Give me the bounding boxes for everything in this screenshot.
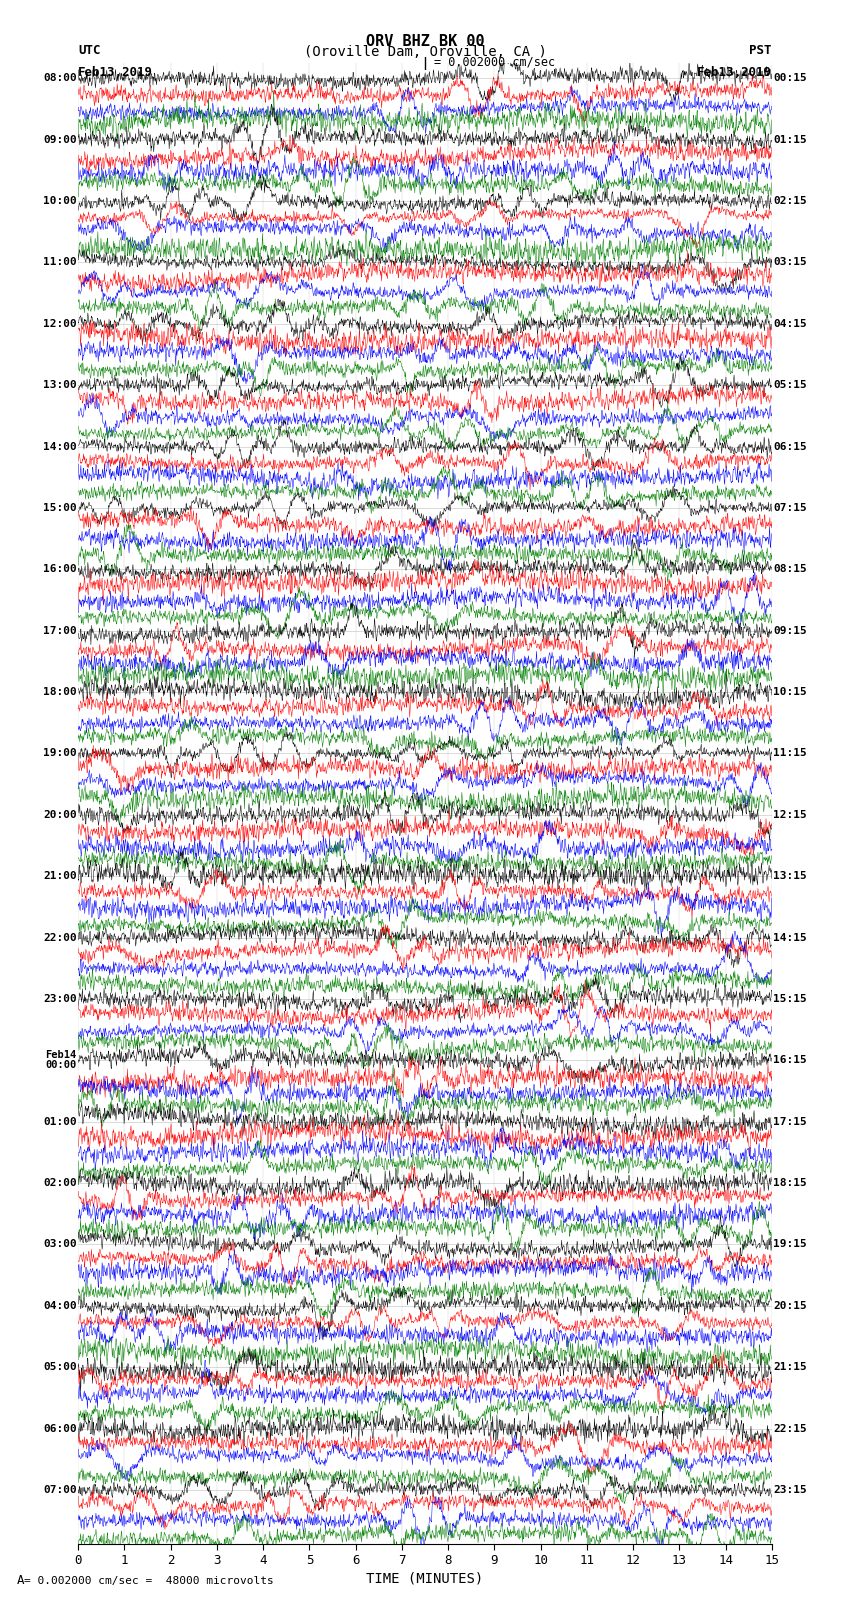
Text: 13:00: 13:00 [43, 381, 76, 390]
Text: 16:15: 16:15 [774, 1055, 807, 1065]
Text: A: A [17, 1574, 25, 1587]
Text: 01:15: 01:15 [774, 134, 807, 145]
Text: 09:00: 09:00 [43, 134, 76, 145]
Text: 22:00: 22:00 [43, 932, 76, 942]
Text: 22:15: 22:15 [774, 1424, 807, 1434]
Text: 18:00: 18:00 [43, 687, 76, 697]
Text: 16:00: 16:00 [43, 565, 76, 574]
Text: 00:15: 00:15 [774, 73, 807, 84]
Text: 14:15: 14:15 [774, 932, 807, 942]
Text: 19:15: 19:15 [774, 1239, 807, 1250]
Text: 04:00: 04:00 [43, 1300, 76, 1311]
Text: PST: PST [750, 44, 772, 58]
Text: 09:15: 09:15 [774, 626, 807, 636]
Text: 08:00: 08:00 [43, 73, 76, 84]
Text: 18:15: 18:15 [774, 1177, 807, 1189]
Text: 04:15: 04:15 [774, 319, 807, 329]
Text: = 0.002000 cm/sec: = 0.002000 cm/sec [434, 55, 554, 69]
Text: 12:00: 12:00 [43, 319, 76, 329]
Text: 20:00: 20:00 [43, 810, 76, 819]
Text: 20:15: 20:15 [774, 1300, 807, 1311]
Text: Feb14: Feb14 [46, 1050, 76, 1060]
Text: 06:15: 06:15 [774, 442, 807, 452]
Text: 23:15: 23:15 [774, 1486, 807, 1495]
Text: 12:15: 12:15 [774, 810, 807, 819]
Text: 02:15: 02:15 [774, 197, 807, 206]
Text: 23:00: 23:00 [43, 994, 76, 1003]
Text: 06:00: 06:00 [43, 1424, 76, 1434]
Text: UTC: UTC [78, 44, 100, 58]
Text: 14:00: 14:00 [43, 442, 76, 452]
X-axis label: TIME (MINUTES): TIME (MINUTES) [366, 1571, 484, 1586]
Text: 03:15: 03:15 [774, 258, 807, 268]
Text: 10:00: 10:00 [43, 197, 76, 206]
Text: 02:00: 02:00 [43, 1177, 76, 1189]
Text: Feb13,2019: Feb13,2019 [78, 66, 153, 79]
Text: 17:15: 17:15 [774, 1116, 807, 1126]
Text: 03:00: 03:00 [43, 1239, 76, 1250]
Text: 08:15: 08:15 [774, 565, 807, 574]
Text: 01:00: 01:00 [43, 1116, 76, 1126]
Text: 07:15: 07:15 [774, 503, 807, 513]
Text: 15:15: 15:15 [774, 994, 807, 1003]
Text: Feb13,2019: Feb13,2019 [697, 66, 772, 79]
Text: 21:15: 21:15 [774, 1363, 807, 1373]
Text: 15:00: 15:00 [43, 503, 76, 513]
Text: 05:00: 05:00 [43, 1363, 76, 1373]
Text: 19:00: 19:00 [43, 748, 76, 758]
Text: 00:00: 00:00 [46, 1060, 76, 1071]
Text: 10:15: 10:15 [774, 687, 807, 697]
Text: = 0.002000 cm/sec =  48000 microvolts: = 0.002000 cm/sec = 48000 microvolts [24, 1576, 274, 1586]
Text: 17:00: 17:00 [43, 626, 76, 636]
Text: 05:15: 05:15 [774, 381, 807, 390]
Text: 21:00: 21:00 [43, 871, 76, 881]
Text: 07:00: 07:00 [43, 1486, 76, 1495]
Text: ORV BHZ BK 00: ORV BHZ BK 00 [366, 34, 484, 48]
Text: 13:15: 13:15 [774, 871, 807, 881]
Text: (Oroville Dam, Oroville, CA ): (Oroville Dam, Oroville, CA ) [303, 45, 547, 60]
Text: 11:00: 11:00 [43, 258, 76, 268]
Text: 11:15: 11:15 [774, 748, 807, 758]
